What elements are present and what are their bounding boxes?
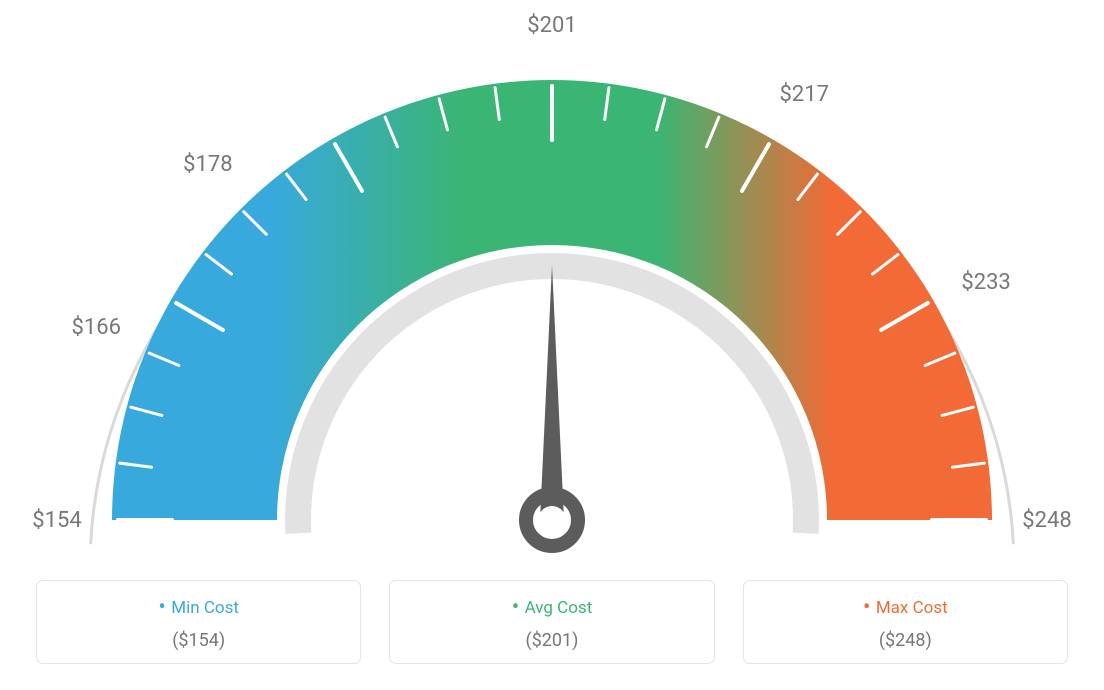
svg-text:$166: $166 <box>72 315 121 340</box>
svg-text:$248: $248 <box>1022 508 1071 533</box>
svg-text:$201: $201 <box>527 13 576 38</box>
svg-text:$233: $233 <box>961 270 1010 295</box>
legend-min-label: Min Cost <box>49 595 348 620</box>
legend-card-max: Max Cost ($248) <box>743 580 1068 664</box>
legend-max-label: Max Cost <box>756 595 1055 620</box>
legend-card-avg: Avg Cost ($201) <box>389 580 714 664</box>
legend-min-value: ($154) <box>49 630 348 651</box>
svg-text:$178: $178 <box>183 152 232 177</box>
legend-avg-value: ($201) <box>402 630 701 651</box>
cost-gauge: $154 $166 $178 $201 $217 $233 $248 <box>0 0 1104 560</box>
svg-text:$217: $217 <box>780 82 829 107</box>
svg-text:$154: $154 <box>32 508 81 533</box>
legend-max-value: ($248) <box>756 630 1055 651</box>
gauge-svg: $154 $166 $178 $201 $217 $233 $248 <box>0 0 1104 560</box>
legend-card-min: Min Cost ($154) <box>36 580 361 664</box>
legend-row: Min Cost ($154) Avg Cost ($201) Max Cost… <box>0 580 1104 664</box>
legend-avg-label: Avg Cost <box>402 595 701 620</box>
